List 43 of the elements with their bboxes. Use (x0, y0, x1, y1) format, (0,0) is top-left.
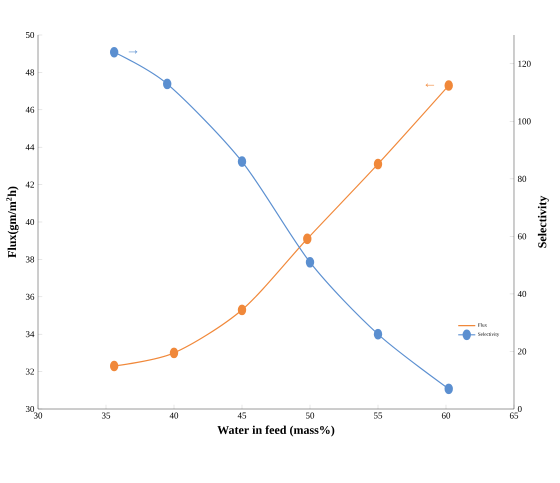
y2-axis-title: Selectivity (538, 196, 549, 248)
x-tick-label: 65 (510, 412, 518, 419)
point (444, 80, 453, 91)
point (444, 384, 453, 394)
x-tick-label: 40 (170, 412, 178, 419)
point (306, 256, 314, 268)
point (170, 348, 178, 358)
x-tick-label: 45 (238, 412, 246, 419)
y-tick-label: 48 (26, 69, 34, 76)
point (303, 234, 312, 244)
point (374, 158, 382, 170)
y-tick-label: 30 (26, 406, 34, 412)
y-axis-title: Flux(gm/m$^{2}$h) (6, 186, 19, 258)
y2-tick-label: 20 (518, 348, 526, 355)
point (110, 46, 118, 58)
point (110, 360, 118, 372)
point (374, 328, 382, 340)
x-tick-label: 55 (374, 412, 382, 419)
y2-tick-label: 60 (518, 233, 526, 240)
point (238, 304, 246, 316)
x-axis-title: Water in feed (mass%) (217, 425, 334, 436)
y2-tick-label: 0 (518, 406, 522, 412)
y-tick-label: 50 (26, 32, 34, 38)
y2-tick-label: 40 (518, 290, 526, 297)
y-tick-label: 32 (26, 368, 34, 375)
y2-tick-label: 100 (518, 118, 531, 124)
y-tick-label: 38 (26, 256, 34, 262)
x-tick-label: 60 (442, 412, 450, 419)
point (238, 156, 246, 167)
y2-tick-label: 120 (518, 60, 531, 67)
y2-tick-label: 80 (518, 176, 526, 182)
x-tick-label: 35 (102, 412, 110, 419)
y-tick-label: 40 (26, 218, 34, 226)
y-tick-label: 46 (26, 106, 34, 113)
y-tick-label: 42 (26, 182, 34, 188)
annotation: ← (426, 83, 434, 87)
y-tick-label: 44 (26, 144, 34, 150)
y-tick-label: 34 (26, 331, 34, 338)
annotation: → (128, 50, 138, 54)
x-tick-label: 50 (306, 412, 314, 419)
x-tick-label: 30 (34, 412, 42, 419)
y-tick-label: 36 (26, 294, 34, 300)
point (163, 78, 172, 90)
